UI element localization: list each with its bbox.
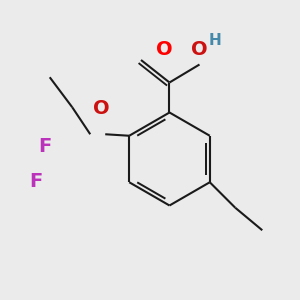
Text: O: O: [93, 98, 110, 118]
Text: F: F: [29, 172, 42, 191]
Text: F: F: [38, 137, 51, 157]
Text: H: H: [209, 33, 222, 48]
Text: O: O: [191, 40, 208, 59]
Text: O: O: [156, 40, 173, 59]
